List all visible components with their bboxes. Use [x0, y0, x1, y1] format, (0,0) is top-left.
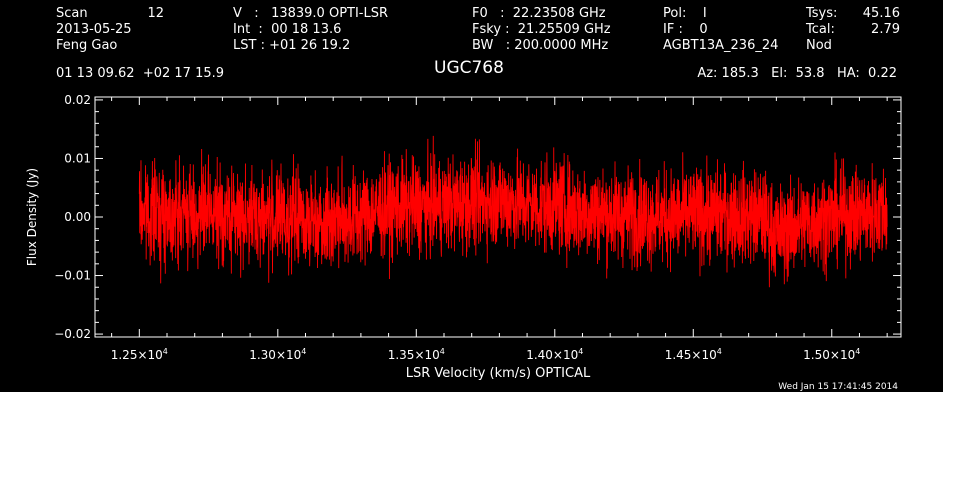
tcal-value: 2.79: [871, 22, 900, 37]
ra-dec-coordinates: 01 13 09.62 +02 17 15.9: [56, 66, 225, 81]
spectrum-trace: [138, 135, 888, 288]
bandwidth: BW : 200.0000 MHz: [472, 38, 609, 53]
rest-frequency: F0 : 22.23508 GHz: [472, 6, 606, 21]
x-tick-label: 1.30×104: [249, 347, 306, 362]
lst-info: LST : +01 26 19.2: [233, 38, 351, 53]
observing-mode: Nod: [806, 38, 832, 53]
y-tick-label: −0.01: [54, 269, 91, 283]
y-axis-label: Flux Density (Jy): [25, 168, 39, 266]
tsys-value: 45.16: [862, 6, 900, 21]
x-tick-label: 1.25×104: [111, 347, 168, 362]
x-tick-label: 1.40×104: [526, 347, 583, 362]
tsys-label: Tsys:: [806, 6, 838, 21]
x-axis-label: LSR Velocity (km/s) OPTICAL: [406, 366, 591, 381]
y-tick-label: 0.01: [64, 151, 91, 165]
y-tick-label: 0.02: [64, 93, 91, 107]
scan-number: 12: [147, 6, 164, 21]
plot-timestamp: Wed Jan 15 17:41:45 2014: [778, 382, 898, 392]
sky-frequency: Fsky : 21.25509 GHz: [472, 22, 611, 37]
scan-label: Scan: [56, 6, 88, 21]
pointing-info: Az: 185.3 El: 53.8 HA: 0.22: [697, 66, 897, 81]
velocity-info: V : 13839.0 OPTI-LSR: [233, 6, 389, 21]
if-number: IF : 0: [663, 22, 708, 37]
observation-date: 2013-05-25: [56, 22, 132, 37]
x-tick-label: 1.50×104: [803, 347, 860, 362]
y-tick-label: −0.02: [54, 327, 91, 341]
tick-layer: 1.25×104 1.30×104 1.35×104 1.40×104 1.45×104…: [54, 93, 901, 362]
tcal-label: Tcal:: [806, 22, 835, 37]
x-tick-label: 1.45×104: [665, 347, 722, 362]
spectrum-chart: 1.25×104 1.30×104 1.35×104 1.40×104 1.45×104…: [25, 93, 902, 381]
observer-name: Feng Gao: [56, 38, 118, 53]
x-tick-label: 1.35×104: [388, 347, 445, 362]
chart-title: UGC768: [434, 58, 504, 78]
y-tick-label: 0.00: [64, 210, 91, 224]
spectrum-layer: [138, 135, 888, 288]
project-id: AGBT13A_236_24: [663, 38, 779, 53]
integration-time: Int : 00 18 13.6: [233, 22, 342, 37]
plot-panel: Scan 12 2013-05-25 Feng Gao 01 13 09.62 …: [0, 0, 943, 392]
polarization: Pol: I: [663, 6, 707, 21]
